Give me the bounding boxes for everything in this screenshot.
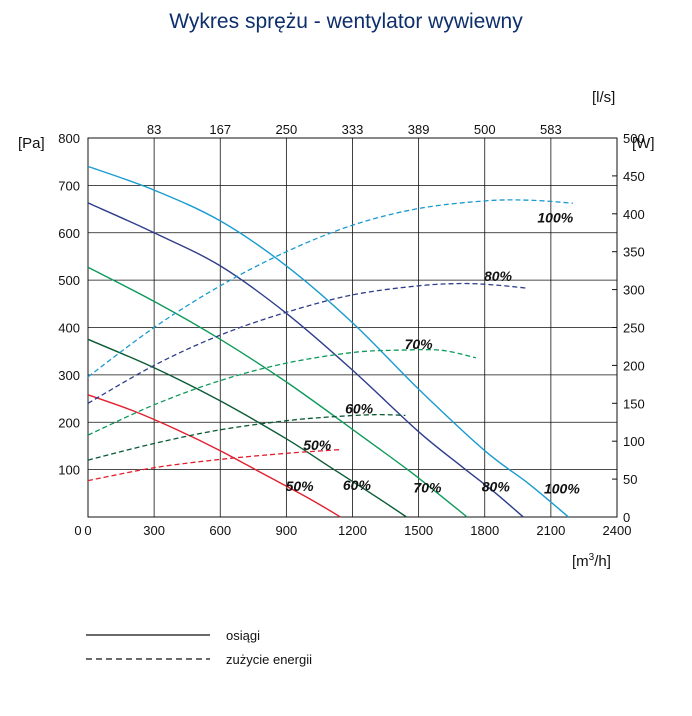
pressure-curve-label: 100% xyxy=(544,481,580,497)
y-right-tick-label: 450 xyxy=(623,169,645,184)
x-tick-label: 900 xyxy=(276,523,298,538)
y-left-tick-label: 300 xyxy=(58,368,80,383)
y-right-tick-label: 400 xyxy=(623,207,645,222)
x-tick-label: 300 xyxy=(143,523,165,538)
power-curve-label: 100% xyxy=(537,210,573,226)
power-curve-100 xyxy=(87,199,573,378)
x-tick-label: 1200 xyxy=(338,523,367,538)
y-right-tick-label: 250 xyxy=(623,321,645,336)
x-top-tick-label: 333 xyxy=(342,122,364,137)
y-left-tick-label: 600 xyxy=(58,226,80,241)
x-tick-label: 0 xyxy=(84,523,91,538)
pressure-curve-100 xyxy=(87,165,569,518)
y-left-tick-label: 100 xyxy=(58,463,80,478)
y-right-tick-label: 0 xyxy=(623,510,630,525)
power-curve-label: 80% xyxy=(484,268,513,284)
x-origin-label: 0 xyxy=(74,523,81,538)
pressure-curve-label: 80% xyxy=(482,479,511,495)
legend: osiągi zużycie energii xyxy=(86,628,312,667)
x-top-tick-label: 389 xyxy=(408,122,430,137)
x-top-tick-label: 250 xyxy=(276,122,298,137)
pressure-curve-label: 50% xyxy=(286,478,315,494)
y-left-tick-label: 700 xyxy=(58,178,80,193)
x-axis-unit: [m3/h] xyxy=(572,552,611,570)
y-left-tick-label: 200 xyxy=(58,415,80,430)
chart-curves xyxy=(87,165,573,518)
y-left-axis-unit: [Pa] xyxy=(18,135,45,152)
power-curve-60 xyxy=(87,413,406,461)
x-top-tick-label: 83 xyxy=(147,122,161,137)
chart-title: Wykres sprężu - wentylator wywiewny xyxy=(169,10,523,33)
legend-solid-label: osiągi xyxy=(226,628,260,643)
pressure-curve-50 xyxy=(87,394,341,518)
x-top-axis-unit: [l/s] xyxy=(592,89,615,106)
y-right-tick-label: 350 xyxy=(623,245,645,260)
pressure-curve-label: 70% xyxy=(413,480,442,496)
y-right-tick-label: 50 xyxy=(623,472,637,487)
power-curve-label: 60% xyxy=(345,401,374,417)
legend-dashed-label: zużycie energii xyxy=(226,652,312,667)
x-tick-label: 1800 xyxy=(470,523,499,538)
power-curve-50 xyxy=(87,448,342,482)
y-right-tick-label: 500 xyxy=(623,131,645,146)
y-left-tick-label: 800 xyxy=(58,131,80,146)
y-right-tick-label: 200 xyxy=(623,358,645,373)
x-tick-label: 2100 xyxy=(536,523,565,538)
x-top-tick-label: 583 xyxy=(540,122,562,137)
power-curve-80 xyxy=(87,282,527,404)
y-right-tick-label: 300 xyxy=(623,283,645,298)
pressure-curve-70 xyxy=(87,266,468,518)
x-tick-label: 1500 xyxy=(404,523,433,538)
pressure-curve-60 xyxy=(87,338,407,518)
x-top-tick-label: 167 xyxy=(209,122,231,137)
power-curve-label: 50% xyxy=(303,437,332,453)
x-tick-label: 2400 xyxy=(603,523,632,538)
y-right-axis-unit: [W] xyxy=(632,135,655,152)
x-tick-label: 600 xyxy=(209,523,231,538)
power-curve-label: 70% xyxy=(405,336,434,352)
pressure-curve-label: 60% xyxy=(343,477,372,493)
y-right-tick-label: 150 xyxy=(623,396,645,411)
x-top-tick-label: 500 xyxy=(474,122,496,137)
chart-curve-labels: 100% 80% 70% 60% 50% 100% 80% 70% 60% 50% xyxy=(286,210,581,497)
power-curve-70 xyxy=(87,348,477,436)
chart-grid xyxy=(87,137,618,518)
y-left-tick-label: 500 xyxy=(58,273,80,288)
y-left-tick-label: 400 xyxy=(58,321,80,336)
y-right-tick-label: 100 xyxy=(623,434,645,449)
pressure-curve-80 xyxy=(87,202,524,518)
